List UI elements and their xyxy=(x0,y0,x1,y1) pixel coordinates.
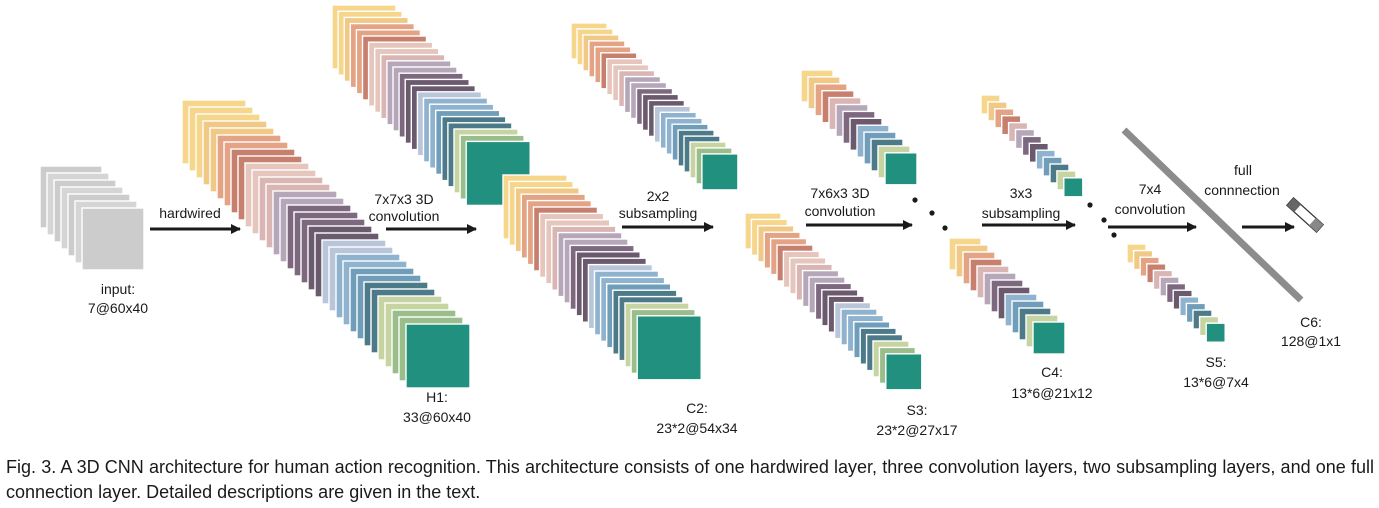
ellipsis-dot xyxy=(912,197,918,203)
feature-map xyxy=(884,152,918,186)
feature-map xyxy=(885,353,923,391)
ellipsis-dot xyxy=(929,210,935,216)
feature-map-stack-c2-lower xyxy=(502,174,702,381)
feature-map xyxy=(81,207,145,271)
feature-map-stack-c2-upper xyxy=(331,4,531,207)
layer-name-c2: C2: xyxy=(686,400,708,416)
layer-name-s3: S3: xyxy=(906,402,927,418)
layer-size-s5: 13*6@7x4 xyxy=(1183,374,1249,390)
operation-label-sub2: 3x3 xyxy=(1010,185,1033,201)
layer-size-h1: 33@60x40 xyxy=(403,409,471,425)
feature-map-stack-s3-upper xyxy=(570,22,739,191)
operation-label-full: full xyxy=(1234,162,1252,178)
operation-label-hardwired: hardwired xyxy=(159,205,220,221)
layer-name-h1: H1: xyxy=(426,389,448,405)
feature-map xyxy=(1032,321,1066,355)
operation-label-conv2: convolution xyxy=(805,203,876,219)
ellipsis-dot xyxy=(1087,202,1093,208)
layer-name-c6: C6: xyxy=(1300,314,1322,330)
operation-label-sub1: 2x2 xyxy=(647,188,670,204)
feature-map xyxy=(636,315,702,381)
layer-name-input: input: xyxy=(101,281,135,297)
operation-label-sub2: subsampling xyxy=(982,205,1061,221)
feature-map-stack-input xyxy=(39,165,145,271)
feature-map xyxy=(1205,322,1226,343)
ellipsis-dot xyxy=(942,225,948,231)
operation-label-conv3: convolution xyxy=(1115,201,1186,217)
feature-map xyxy=(701,153,739,191)
operation-label-conv2: 7x6x3 3D xyxy=(810,185,869,201)
layer-size-c2: 23*2@54x34 xyxy=(656,420,737,436)
feature-map xyxy=(1063,177,1084,198)
layer-name-c4: C4: xyxy=(1041,364,1063,380)
operation-label-conv3: 7x4 xyxy=(1139,181,1162,197)
feature-map-stack-s5-lower xyxy=(1126,243,1226,343)
feature-map-stack-c4-upper xyxy=(800,69,918,186)
feature-map-stack-h1 xyxy=(181,99,471,389)
layer-size-c6: 128@1x1 xyxy=(1281,333,1341,349)
layer-size-input: 7@60x40 xyxy=(88,300,148,316)
operation-label-full: connnection xyxy=(1204,182,1280,198)
ellipsis-dot xyxy=(1101,217,1107,223)
layer-name-s5: S5: xyxy=(1205,354,1226,370)
feature-map xyxy=(405,323,471,389)
feature-map-stack-s3-lower xyxy=(744,212,923,391)
operation-label-conv1: convolution xyxy=(369,208,440,224)
feature-map-stack-s5-upper xyxy=(980,94,1084,198)
figure-caption: Fig. 3. A 3D CNN architecture for human … xyxy=(6,457,1374,502)
operation-label-conv1: 7x7x3 3D xyxy=(374,191,433,207)
feature-map-stack-c4-lower xyxy=(948,237,1066,355)
operation-label-sub1: subsampling xyxy=(619,205,698,221)
ellipsis-dot xyxy=(1111,232,1117,238)
layer-size-c4: 13*6@21x12 xyxy=(1011,385,1092,401)
layer-size-s3: 23*2@27x17 xyxy=(876,422,957,438)
output-neuron-icon xyxy=(1285,197,1325,233)
full-connection-bar xyxy=(1121,127,1304,303)
